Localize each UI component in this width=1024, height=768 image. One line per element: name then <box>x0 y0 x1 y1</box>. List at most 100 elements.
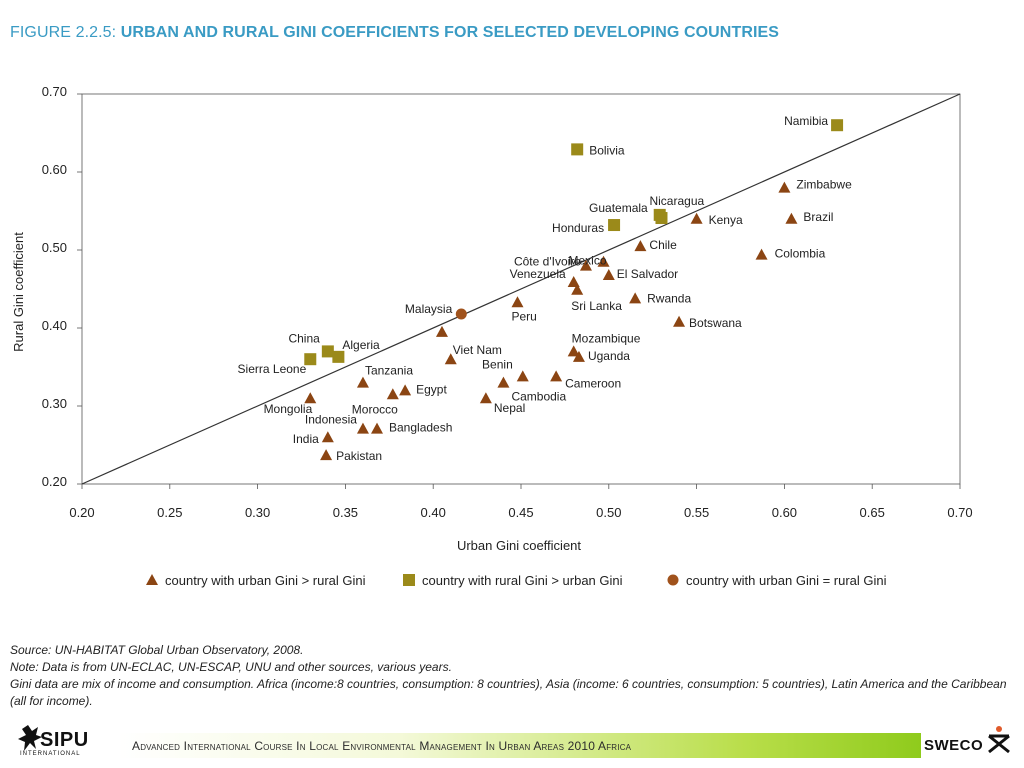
sweco-logo-icon <box>988 726 1010 754</box>
point-label: Pakistan <box>336 449 382 463</box>
x-tick-label: 0.45 <box>508 505 533 520</box>
x-tick-label: 0.40 <box>421 505 446 520</box>
data-point-triangle <box>435 325 448 337</box>
point-label: Egypt <box>416 382 447 396</box>
point-label: Benin <box>482 357 513 371</box>
data-point-triangle <box>602 268 615 280</box>
point-label: Cameroon <box>565 376 621 390</box>
point-label: Namibia <box>784 114 828 128</box>
data-point-circle <box>455 308 467 320</box>
chart-marks <box>304 119 844 461</box>
point-label: Venezuela <box>510 267 566 281</box>
y-tick-label: 0.70 <box>42 84 67 99</box>
data-point-triangle <box>629 292 642 304</box>
data-point-triangle <box>511 296 524 308</box>
point-label: India <box>293 432 319 446</box>
data-point-triangle <box>444 353 457 365</box>
data-point-triangle <box>516 370 529 382</box>
data-point-triangle <box>567 345 580 357</box>
data-point-triangle <box>778 181 791 193</box>
data-point-square <box>332 350 345 363</box>
data-point-triangle <box>497 376 510 388</box>
chart-point-labels: Zimbabwe Brazil Kenya Colombia Chile MexicoCô… <box>238 114 853 463</box>
x-tick-label: 0.30 <box>245 505 270 520</box>
figure-title-main: URBAN AND RURAL GINI COEFFICIENTS FOR SE… <box>120 24 780 41</box>
scatter-chart: 0.20 0.25 0.30 0.35 0.40 0.45 0.50 0.55 0.60 0.65… <box>11 84 973 588</box>
point-label: Mexico <box>569 254 607 268</box>
point-label: Peru <box>511 309 536 323</box>
data-point-triangle <box>479 392 492 404</box>
data-point-triangle <box>597 255 610 267</box>
data-point-triangle <box>673 315 686 327</box>
data-point-square <box>653 208 666 221</box>
point-label: Morocco <box>352 402 398 416</box>
point-label: Tanzania <box>365 364 413 378</box>
figure-title-prefix: FIGURE 2.2.5: <box>10 24 121 41</box>
x-tick-label: 0.65 <box>860 505 885 520</box>
y-tick-label: 0.20 <box>42 474 67 489</box>
point-label: Rwanda <box>647 291 691 305</box>
point-label: El Salvador <box>617 267 678 281</box>
point-label: Honduras <box>552 221 604 235</box>
equality-line <box>81 93 961 485</box>
gini-note: Gini data are mix of income and consumpt… <box>10 677 1007 708</box>
point-label: Viet Nam <box>453 343 502 357</box>
legend-entry-label: country with urban Gini > rural Gini <box>165 573 366 588</box>
course-title: Advanced International Course In Local E… <box>132 739 632 753</box>
y-axis-label: Rural Gini coefficient <box>11 232 26 352</box>
data-point-square <box>321 345 334 358</box>
sipu-logo-icon <box>18 725 42 751</box>
y-tick-label: 0.30 <box>42 396 67 411</box>
x-tick-label: 0.35 <box>333 505 358 520</box>
legend-marker-circle <box>667 574 679 586</box>
point-label: Nepal <box>494 401 525 415</box>
x-tick-label: 0.60 <box>772 505 797 520</box>
point-label: Cambodia <box>511 390 566 404</box>
source-note: Source: UN-HABITAT Global Urban Observat… <box>10 643 304 657</box>
data-point-triangle <box>785 212 798 224</box>
data-point-square <box>831 119 844 132</box>
data-point-triangle <box>571 283 584 295</box>
point-label: China <box>288 331 320 345</box>
data-point-triangle <box>690 212 703 224</box>
point-label: Botswana <box>689 316 742 330</box>
data-point-triangle <box>579 259 592 271</box>
point-label: Chile <box>649 238 677 252</box>
chart-axes <box>81 93 961 485</box>
sweco-logo-text: SWECO <box>924 737 984 754</box>
y-tick-label: 0.50 <box>42 240 67 255</box>
point-label: Sierra Leone <box>238 362 307 376</box>
data-point-triangle <box>371 422 384 434</box>
data-point-square <box>571 143 584 156</box>
y-tick-label: 0.60 <box>42 162 67 177</box>
chart-legend: country with urban Gini > rural Gini coun… <box>146 573 887 588</box>
data-point-triangle <box>356 376 369 388</box>
legend-marker-square <box>403 574 415 586</box>
sipu-logo-text: SIPU <box>40 729 89 751</box>
data-note: Note: Data is from UN-ECLAC, UN-ESCAP, U… <box>10 660 452 674</box>
x-tick-label: 0.55 <box>684 505 709 520</box>
data-point-square <box>304 353 317 366</box>
point-label: Zimbabwe <box>796 178 852 192</box>
data-point-triangle <box>755 248 768 260</box>
data-point-triangle <box>320 449 333 461</box>
point-label: Côte d'Ivoire <box>514 255 581 269</box>
figure-title: FIGURE 2.2.5: URBAN AND RURAL GINI COEFF… <box>10 24 779 42</box>
point-label: Mongolia <box>264 402 313 416</box>
point-label: Colombia <box>775 247 826 261</box>
x-tick-label: 0.20 <box>69 505 94 520</box>
point-label: Sri Lanka <box>571 299 622 313</box>
data-point-square <box>608 219 621 232</box>
data-point-triangle <box>567 275 580 287</box>
data-point-triangle <box>550 370 563 382</box>
x-axis-label: Urban Gini coefficient <box>457 538 581 553</box>
point-label: Indonesia <box>305 413 357 427</box>
legend-entry-label: country with rural Gini > urban Gini <box>422 573 623 588</box>
point-label: Nicaragua <box>649 194 704 208</box>
x-tick-label: 0.50 <box>596 505 621 520</box>
point-label: Bolivia <box>589 143 625 157</box>
point-label: Uganda <box>588 349 630 363</box>
point-label: Mozambique <box>572 331 641 345</box>
sipu-logo-subtext: INTERNATIONAL <box>20 751 81 757</box>
data-point-triangle <box>386 388 399 400</box>
